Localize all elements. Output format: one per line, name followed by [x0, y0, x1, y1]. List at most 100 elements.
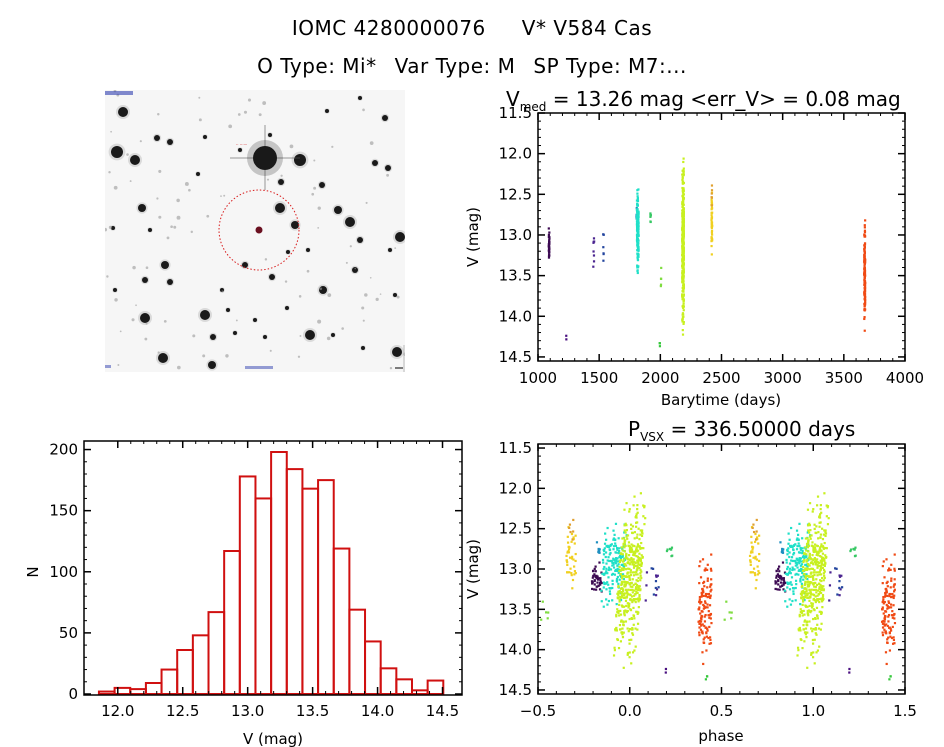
y-tick-label: 12.0	[499, 479, 532, 497]
y-tick-label: 150	[49, 502, 78, 520]
histogram-bar	[410, 689, 429, 695]
light-curve-point	[682, 309, 685, 312]
phase-curve-point	[710, 553, 713, 556]
light-curve-point	[636, 226, 639, 229]
phase-curve-point	[886, 594, 889, 598]
phase-curve-point	[599, 579, 602, 582]
phase-curve-point	[784, 581, 787, 585]
phase-curve-point	[642, 547, 645, 550]
phase-curve-point	[614, 538, 617, 541]
phase-curve-point	[703, 600, 707, 603]
light-curve-point	[682, 270, 685, 273]
phase-curve-point	[625, 529, 628, 532]
light-curve-point	[681, 228, 684, 231]
phase-curve-point	[628, 559, 631, 562]
phase-curve-point	[820, 557, 824, 560]
phase-curve-point	[654, 574, 658, 577]
phase-curve-point	[796, 537, 799, 540]
phase-curve-point	[566, 561, 569, 564]
phase-curve-point	[635, 610, 638, 613]
phase-curve-point	[622, 666, 625, 669]
phase-curve-point	[604, 571, 608, 574]
phase-curve-point	[628, 582, 631, 585]
phase-curve-point	[818, 600, 821, 604]
light-curve-point	[863, 269, 866, 272]
phase-curve-point	[885, 581, 888, 585]
light-curve-point	[710, 189, 714, 192]
phase-curve-point	[702, 638, 705, 641]
light-curve-point	[681, 277, 684, 280]
phase-curve-point	[637, 562, 640, 565]
phase-curve-point	[615, 558, 618, 562]
phase-curve-point	[792, 544, 795, 547]
phase-curve-point	[785, 558, 788, 562]
phase-curve-point	[573, 565, 576, 568]
phase-curve-point	[604, 555, 607, 559]
light-curve-point	[682, 247, 685, 250]
phase-curve-point	[881, 634, 885, 637]
phase-curve-point	[776, 588, 779, 591]
phase-curve-point	[777, 575, 781, 578]
phase-curve-point	[574, 572, 577, 575]
phase-curve-point	[822, 572, 825, 575]
phase-curve-point	[631, 628, 634, 631]
phase-curve-point	[619, 557, 623, 560]
phase-curve-point	[887, 606, 890, 609]
phase-curve-point	[634, 598, 637, 601]
phase-curve-point	[699, 628, 703, 631]
phase-curve-point	[808, 583, 811, 586]
phase-curve-point	[621, 588, 625, 591]
phase-curve-point	[597, 549, 601, 552]
phase-curve-point	[809, 611, 812, 614]
phase-curve-point	[699, 620, 703, 623]
phase-curve-point	[709, 590, 712, 593]
light-curve-point	[863, 248, 866, 251]
phase-curve-point	[608, 568, 611, 571]
phase-curve-point	[635, 536, 639, 539]
phase-curve-point	[814, 550, 818, 553]
phase-curve-point	[630, 561, 633, 564]
phase-curve-point	[804, 594, 807, 597]
faint-star	[237, 113, 241, 116]
phase-curve-point	[886, 605, 889, 608]
otype-label: O Type: Mi*	[257, 54, 377, 78]
phase-curve-point	[814, 628, 818, 631]
phase-curve-point	[802, 560, 805, 564]
phase-curve-point	[799, 564, 803, 567]
phase-curve-point	[816, 649, 820, 652]
light-curve-point	[710, 253, 713, 256]
sky-stars	[105, 90, 405, 371]
phase-curve-point	[818, 645, 821, 648]
phase-curve-point	[613, 646, 616, 649]
phase-curve-point	[754, 532, 757, 536]
light-curve-point	[649, 220, 652, 224]
faint-star	[145, 266, 149, 270]
light-curve-point	[636, 269, 639, 272]
phase-curve-point	[601, 572, 604, 575]
phase-curve-point	[602, 553, 606, 556]
y-tick-label: 11.5	[499, 104, 532, 122]
faint-star	[394, 247, 397, 250]
phase-curve-point	[628, 567, 631, 571]
star	[242, 262, 248, 268]
phase-curve-point	[613, 573, 616, 576]
phase-curve-point	[822, 563, 825, 567]
light-curve-point	[548, 241, 551, 244]
phase-curve-point	[818, 586, 821, 589]
phase-curve-point	[788, 582, 791, 585]
phase-curve-point	[886, 641, 889, 645]
phase-curve-point	[624, 583, 628, 586]
faint-star	[198, 96, 201, 99]
phase-curve-point	[889, 603, 893, 606]
phase-curve-point	[625, 596, 628, 599]
phase-curve-point	[622, 558, 625, 561]
phase-curve-point	[756, 573, 759, 576]
phase-curve-point	[636, 504, 639, 507]
phase-curve-point	[811, 582, 814, 585]
phase-curve-point	[570, 557, 574, 560]
phase-curve-point	[801, 603, 804, 606]
light-curve-point	[681, 253, 684, 256]
phase-curve-point	[782, 577, 785, 580]
phase-curve-point	[621, 554, 625, 557]
phase-curve-point	[794, 579, 798, 582]
